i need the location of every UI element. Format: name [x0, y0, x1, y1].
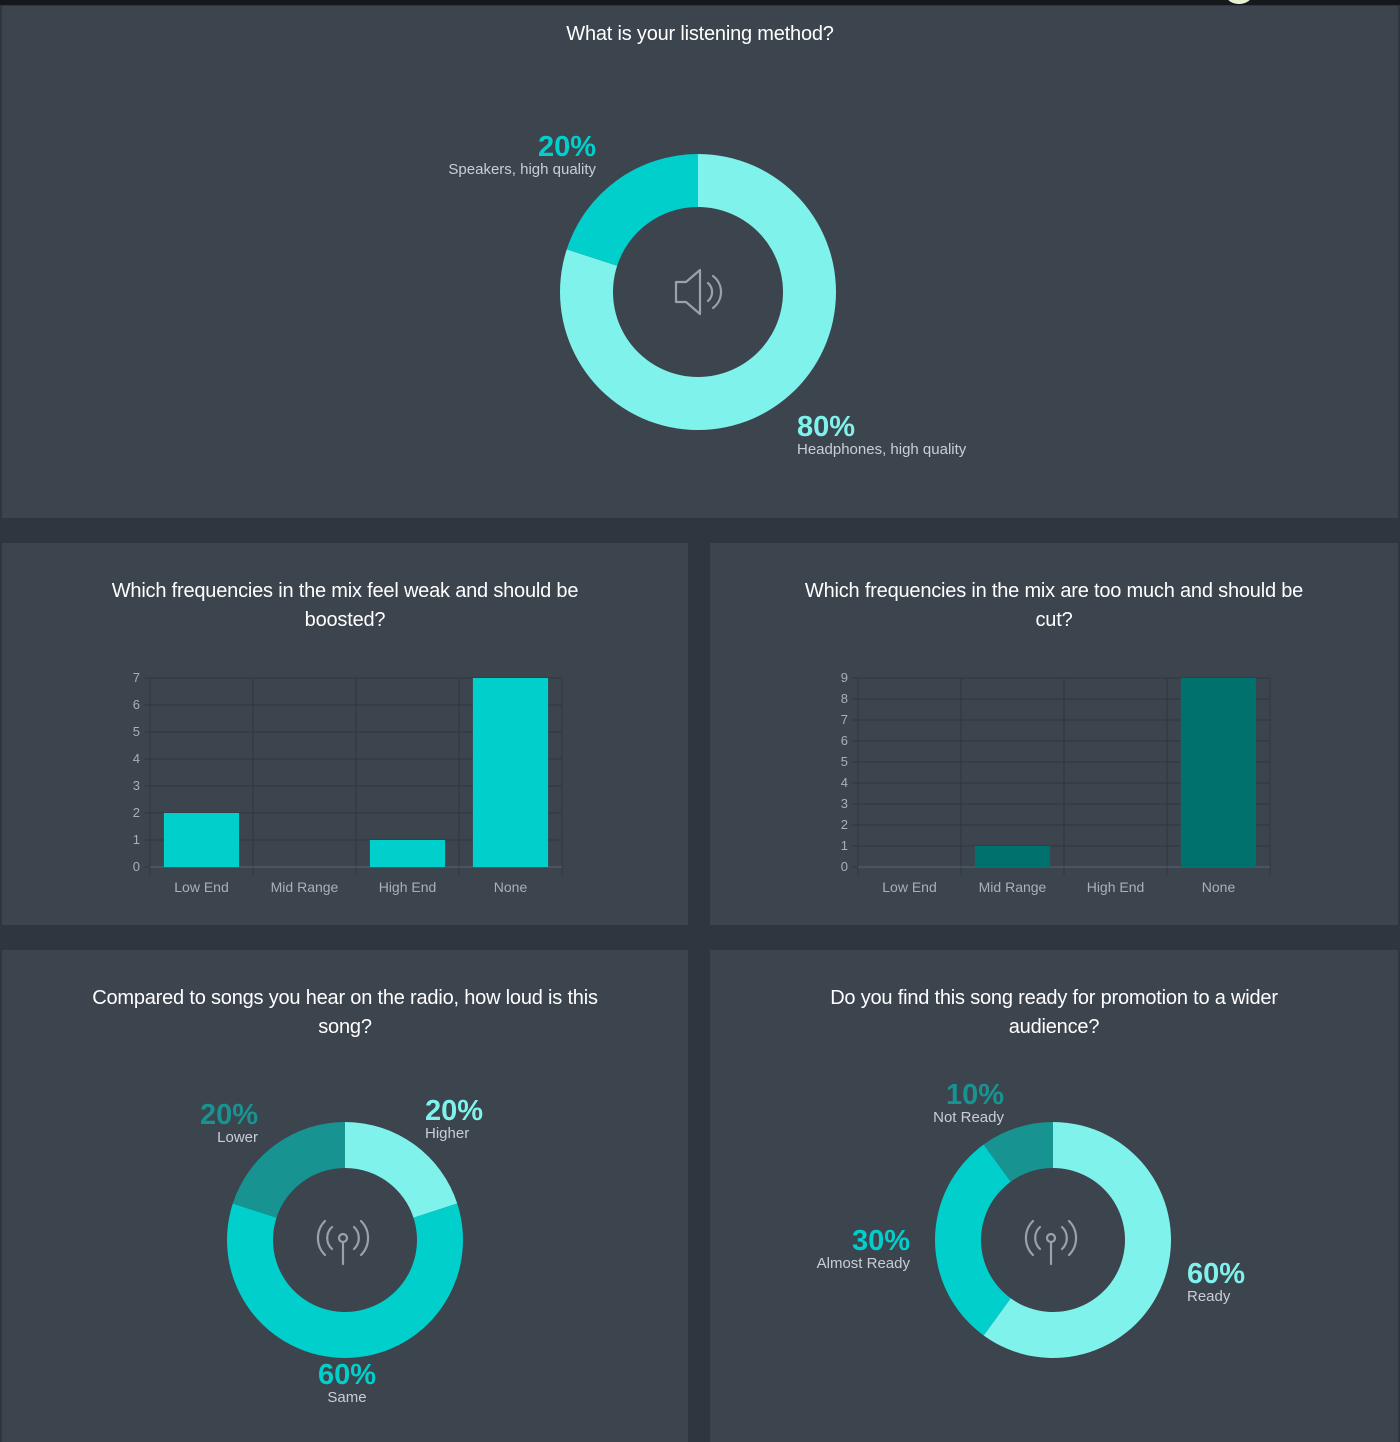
- listening-method-panel: What is your listening method? 20% Speak…: [2, 6, 1398, 518]
- slice-percent-almost-ready: 30%: [852, 1225, 910, 1257]
- listening-donut-chart: 20% Speakers, high quality 80% Headphone…: [448, 131, 967, 458]
- radio-tower-icon: [316, 1219, 370, 1266]
- bar-high-end[interactable]: [369, 840, 446, 867]
- x-tick-label: Low End: [174, 879, 228, 895]
- donut-slice-higher[interactable]: [345, 1122, 458, 1218]
- y-tick-label: 0: [133, 859, 140, 874]
- loudness-donut-chart: 20% Lower 20% Higher 60% Same: [200, 1095, 483, 1406]
- chart-title: Do you find this song ready for promotio…: [830, 987, 1278, 1038]
- bar-none[interactable]: [472, 678, 549, 867]
- y-tick-label: 6: [841, 733, 848, 748]
- y-tick-label: 2: [133, 805, 140, 820]
- slice-percent-not-ready: 10%: [946, 1079, 1004, 1111]
- donut-slice-lower[interactable]: [232, 1122, 345, 1218]
- slice-label-same: Same: [327, 1389, 366, 1406]
- y-tick-label: 5: [841, 754, 848, 769]
- slice-label-lower: Lower: [217, 1129, 258, 1146]
- y-tick-label: 4: [841, 775, 848, 790]
- avatar[interactable]: [1224, 0, 1254, 4]
- boost-frequencies-panel: Which frequencies in the mix feel weak a…: [2, 543, 688, 925]
- bar-low-end[interactable]: [163, 813, 240, 867]
- promotion-donut-chart: 10% Not Ready 30% Almost Ready 60% Ready: [817, 1079, 1245, 1358]
- radio-tower-icon: [1024, 1219, 1078, 1266]
- x-tick-label: Mid Range: [271, 879, 339, 895]
- chart-title: Which frequencies in the mix feel weak a…: [111, 580, 579, 631]
- y-tick-label: 7: [841, 712, 848, 727]
- y-tick-label: 1: [841, 838, 848, 853]
- donut-slice-same[interactable]: [227, 1203, 463, 1358]
- slice-percent-higher: 20%: [425, 1095, 483, 1127]
- slice-label-higher: Higher: [425, 1125, 469, 1142]
- y-tick-label: 6: [133, 697, 140, 712]
- loudness-panel: Compared to songs you hear on the radio,…: [2, 950, 688, 1442]
- slice-label-not-ready: Not Ready: [933, 1109, 1004, 1126]
- chart-title: Compared to songs you hear on the radio,…: [92, 987, 598, 1038]
- y-tick-label: 1: [133, 832, 140, 847]
- slice-percent-same: 60%: [318, 1359, 376, 1391]
- y-tick-label: 7: [133, 670, 140, 685]
- speaker-icon: [674, 268, 723, 316]
- slice-label-almost-ready: Almost Ready: [817, 1255, 911, 1272]
- slice-percent-speakers: 20%: [538, 131, 596, 163]
- y-tick-label: 4: [133, 751, 140, 766]
- donut-slice-headphones-high-quality[interactable]: [560, 154, 837, 430]
- y-tick-label: 8: [841, 691, 848, 706]
- slice-percent-headphones: 80%: [797, 411, 855, 443]
- cut-bar-chart: 0 1 2 3 4 5 6 7 8 9 Low End Mid Range High End None: [841, 670, 1271, 895]
- donut-slice-not-ready[interactable]: [983, 1122, 1053, 1182]
- donut-slice-ready[interactable]: [983, 1122, 1171, 1358]
- bar-none[interactable]: [1180, 678, 1257, 867]
- x-tick-label: None: [1202, 879, 1236, 895]
- y-tick-label: 5: [133, 724, 140, 739]
- x-tick-label: None: [494, 879, 528, 895]
- slice-label-speakers: Speakers, high quality: [448, 161, 596, 178]
- y-tick-label: 3: [841, 796, 848, 811]
- top-bar: [0, 0, 1400, 5]
- donut-slice-speakers-high-quality[interactable]: [566, 154, 698, 266]
- y-tick-label: 3: [133, 778, 140, 793]
- cut-frequencies-panel: Which frequencies in the mix are too muc…: [710, 543, 1398, 925]
- x-tick-label: Low End: [882, 879, 936, 895]
- x-tick-label: High End: [379, 879, 437, 895]
- slice-label-headphones: Headphones, high quality: [797, 441, 967, 458]
- chart-title: What is your listening method?: [566, 23, 834, 45]
- y-tick-label: 9: [841, 670, 848, 685]
- slice-percent-lower: 20%: [200, 1099, 258, 1131]
- x-tick-label: Mid Range: [979, 879, 1047, 895]
- promotion-readiness-panel: Do you find this song ready for promotio…: [710, 950, 1398, 1442]
- chart-title: Which frequencies in the mix are too muc…: [804, 580, 1304, 631]
- slice-label-ready: Ready: [1187, 1288, 1231, 1305]
- boost-bar-chart: 0 1 2 3 4 5 6 7 Low End Mid Range High End None: [133, 670, 563, 895]
- y-tick-label: 2: [841, 817, 848, 832]
- y-tick-label: 0: [841, 859, 848, 874]
- bar-mid-range[interactable]: [974, 846, 1051, 867]
- slice-percent-ready: 60%: [1187, 1258, 1245, 1290]
- donut-slice-almost-ready[interactable]: [935, 1144, 1011, 1336]
- x-tick-label: High End: [1087, 879, 1145, 895]
